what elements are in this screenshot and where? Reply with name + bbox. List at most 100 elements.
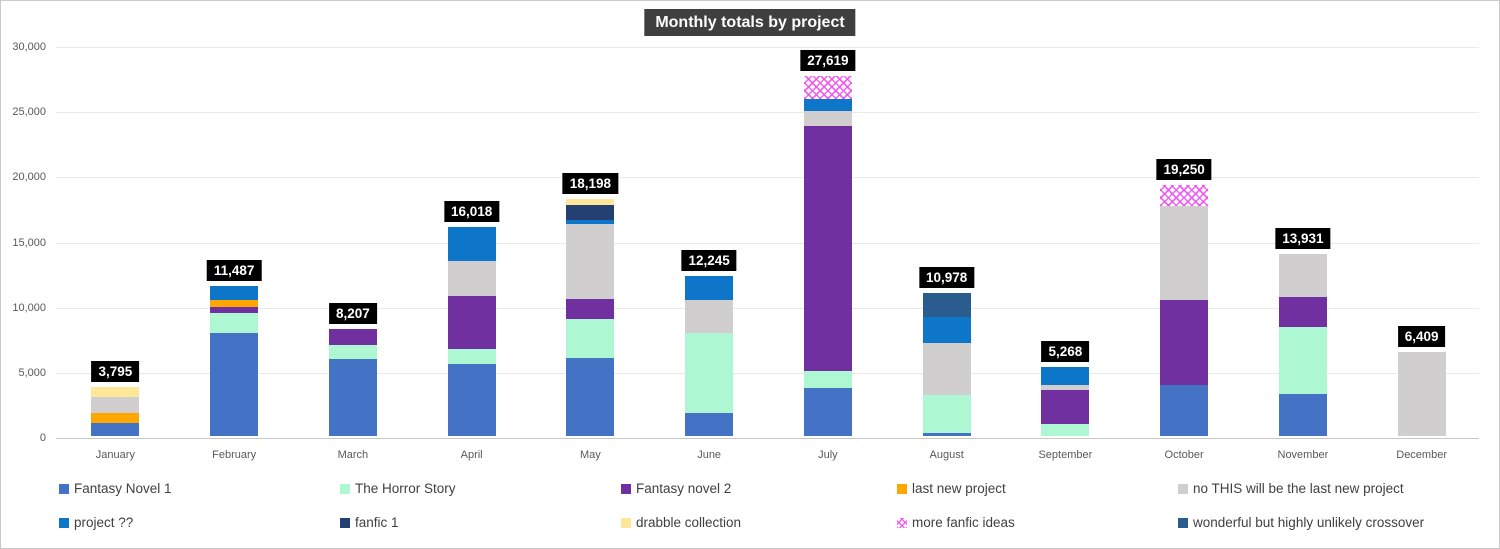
bar-segment-last-new-project [210, 299, 259, 307]
x-axis-line [56, 438, 1479, 439]
bar-segment-fantasy-novel-1 [566, 358, 615, 436]
x-axis-tick-label: January [95, 449, 135, 461]
bar-segment-fantasy-novel-2 [566, 298, 615, 320]
bar-segment-wonderful-but-highly-unlikely-crossover [922, 292, 971, 318]
bar-segment-the-horror-story [803, 370, 852, 388]
bar-total-label: 8,207 [328, 303, 377, 325]
gridline [56, 242, 1479, 244]
legend-swatch-icon [340, 483, 350, 494]
legend-item-drabble-collection: drabble collection [621, 512, 897, 533]
x-axis-tick-label: March [337, 449, 369, 461]
legend-item-the-horror-story: The Horror Story [340, 478, 621, 499]
bar-segment-fantasy-novel-2 [210, 306, 259, 313]
legend-swatch-icon [897, 517, 907, 528]
bar-segment-fantasy-novel-2 [803, 126, 852, 371]
x-axis-tick-label: June [697, 449, 722, 461]
bar-segment-project [803, 99, 852, 111]
legend-swatch-icon [1178, 483, 1188, 494]
bar-segment-no-this-will-be-the-last-new-project [922, 343, 971, 395]
legend-label: Fantasy novel 2 [636, 481, 732, 496]
bar-segment-last-new-project [91, 412, 140, 423]
y-axis-tick-label: 20,000 [12, 171, 46, 184]
bar-total-label: 16,018 [443, 201, 500, 223]
y-axis-tick-label: 0 [39, 432, 46, 444]
gridline [56, 177, 1479, 179]
chart-legend: Fantasy Novel 1 The Horror Story Fantasy n… [59, 478, 1483, 533]
legend-label: last new project [912, 481, 1006, 496]
legend-item-last-new-project: last new project [897, 478, 1178, 499]
bar-segment-fantasy-novel-2 [447, 295, 496, 350]
bar-segment-the-horror-story [447, 349, 496, 364]
bar-segment-project [922, 317, 971, 344]
legend-item-fantasy-novel-1: Fantasy Novel 1 [59, 478, 340, 499]
gridline [56, 47, 1479, 48]
legend-item-more-fanfic-ideas: more fanfic ideas [897, 512, 1178, 533]
bar-total-label: 19,250 [1156, 159, 1212, 181]
bar-total-label: 13,931 [1275, 228, 1331, 250]
bar-segment-no-this-will-be-the-last-new-project [447, 260, 496, 296]
x-axis-tick-label: December [1396, 449, 1447, 461]
legend-swatch-icon [621, 483, 631, 494]
legend-label: drabble collection [636, 515, 742, 530]
bar-total-label: 11,487 [206, 260, 262, 282]
bar-segment-the-horror-story [566, 319, 615, 359]
y-axis-tick-label: 15,000 [12, 236, 46, 249]
gridline [56, 307, 1479, 309]
legend-label: wonderful but highly unlikely crossover [1193, 515, 1425, 530]
bar-segment-project [685, 276, 734, 300]
y-axis-tick-label: 25,000 [12, 106, 46, 119]
x-axis-tick-label: May [579, 449, 601, 461]
chart-title: Monthly totals by project [644, 9, 856, 36]
bar-segment-fantasy-novel-1 [1278, 394, 1327, 436]
bar-segment-the-horror-story [1278, 326, 1327, 395]
bar-segment-fantasy-novel-1 [685, 412, 734, 436]
legend-swatch-icon [59, 517, 69, 528]
bar-segment-more-fanfic-ideas [803, 76, 852, 100]
bar-segment-drabble-collection [91, 386, 140, 397]
y-axis-tick-label: 10,000 [12, 301, 46, 314]
bar-total-label: 3,795 [91, 360, 140, 382]
bar-segment-project [566, 220, 615, 225]
bar-segment-no-this-will-be-the-last-new-project [1278, 254, 1327, 297]
bar-segment-no-this-will-be-the-last-new-project [566, 224, 615, 299]
y-axis-tick-label: 30,000 [12, 41, 46, 53]
bar-total-label: 6,409 [1397, 326, 1446, 348]
gridline [56, 112, 1479, 114]
bar-segment-fantasy-novel-1 [803, 387, 852, 436]
bar-segment-no-this-will-be-the-last-new-project [1041, 385, 1090, 390]
bar-segment-the-horror-story [1041, 423, 1090, 436]
bar-segment-no-this-will-be-the-last-new-project [91, 396, 140, 413]
bar-segment-fanfic-1 [566, 204, 615, 221]
bar-segment-the-horror-story [685, 333, 734, 413]
y-axis-tick-label: 5,000 [18, 366, 46, 379]
legend-swatch-icon [340, 517, 350, 528]
bar-total-label: 10,978 [918, 266, 975, 288]
bar-segment-no-this-will-be-the-last-new-project [803, 110, 852, 127]
bar-segment-fantasy-novel-1 [922, 433, 971, 436]
bar-segment-the-horror-story [210, 312, 259, 334]
legend-item-project: project ?? [59, 512, 340, 533]
legend-item-fantasy-novel-2: Fantasy novel 2 [621, 478, 897, 499]
x-axis-tick-label: September [1038, 449, 1093, 461]
legend-swatch-icon [621, 517, 631, 528]
bar-segment-the-horror-story [922, 394, 971, 434]
bar-segment-fantasy-novel-2 [1041, 389, 1090, 424]
x-axis-tick-label: April [460, 449, 483, 461]
bar-total-label: 27,619 [800, 50, 856, 72]
legend-label: fanfic 1 [355, 515, 399, 530]
bar-segment-fantasy-novel-1 [1160, 385, 1209, 436]
bar-segment-more-fanfic-ideas [1160, 185, 1209, 206]
x-axis-tick-label: July [818, 449, 838, 461]
bar-segment-fantasy-novel-2 [1278, 296, 1327, 327]
bar-segment-fantasy-novel-2 [328, 329, 377, 346]
bar-total-label: 18,198 [562, 172, 619, 194]
bar-segment-fantasy-novel-1 [210, 333, 259, 436]
legend-label: The Horror Story [355, 481, 456, 496]
x-axis-tick-label: October [1164, 449, 1204, 461]
bar-segment-the-horror-story [328, 345, 377, 360]
bar-segment-no-this-will-be-the-last-new-project [1397, 352, 1446, 436]
bar-segment-fantasy-novel-1 [91, 422, 140, 436]
bar-total-label: 5,268 [1041, 341, 1090, 363]
legend-swatch-icon [1178, 517, 1188, 528]
